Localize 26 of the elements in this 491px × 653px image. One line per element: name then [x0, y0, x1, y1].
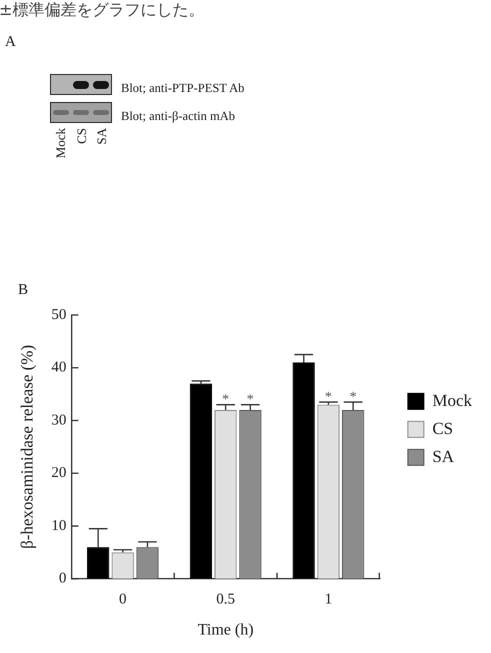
y-tick-label: 30	[51, 412, 66, 428]
category-label: Mock	[52, 128, 68, 158]
text: A	[5, 34, 16, 50]
data-label: *	[246, 392, 254, 408]
data-label: *	[350, 390, 357, 406]
y-tick-label: 20	[51, 465, 66, 482]
text: ±標準偏差をグラフにした。	[0, 0, 204, 19]
y-axis-title: β-hexosaminidase release (%)	[18, 344, 37, 549]
x-tick-label: 0.5	[216, 592, 235, 608]
data-label: *	[324, 390, 332, 406]
x-axis-title: Time (h)	[198, 622, 254, 639]
legend-label: CS	[432, 418, 454, 438]
legend-label: Mock	[432, 390, 472, 410]
x-tick-label: 0	[119, 592, 127, 608]
y-tick-label: 10	[51, 518, 66, 534]
category-label: CS	[74, 128, 88, 144]
data-label: *	[222, 392, 230, 408]
y-tick-label: 50	[51, 306, 66, 323]
legend-label: SA	[432, 446, 455, 466]
y-tick-label: 40	[51, 360, 66, 376]
category-label: SA	[94, 128, 110, 145]
chart-title: B	[18, 282, 28, 298]
y-tick-label: 0	[58, 570, 66, 587]
text: Blot; anti-β-actin mAb	[121, 108, 235, 122]
x-tick-label: 1	[324, 592, 332, 608]
text: Blot; anti-PTP-PEST Ab	[121, 80, 244, 94]
